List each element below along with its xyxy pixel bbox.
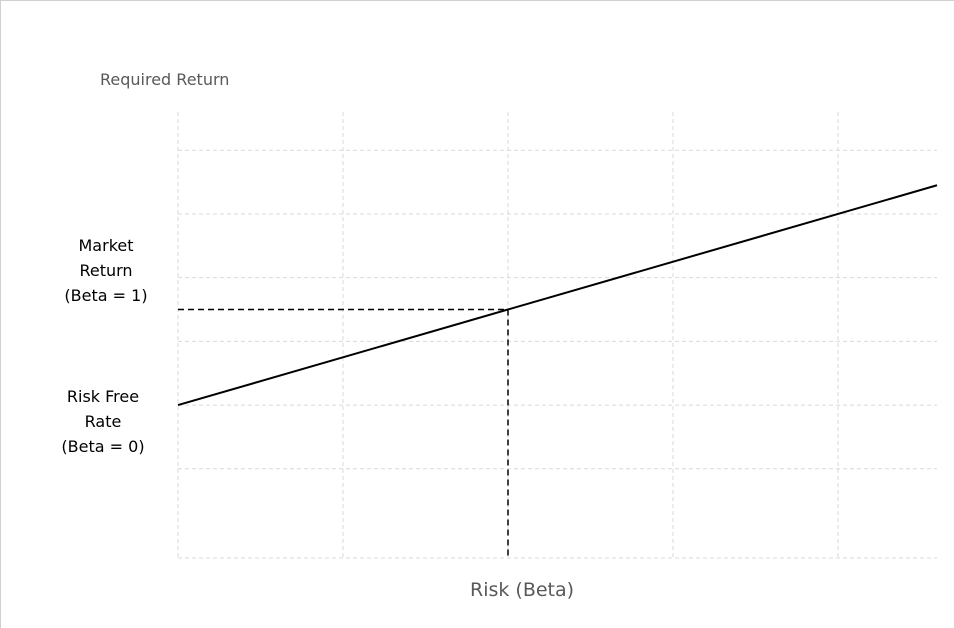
annotation-line: Return — [79, 261, 133, 280]
grid — [177, 112, 937, 559]
annotation-line: (Beta = 0) — [61, 437, 145, 456]
risk-free-rate-annotation: Risk Free Rate (Beta = 0) — [38, 384, 168, 459]
annotation-line: Market — [78, 236, 134, 255]
series — [177, 184, 938, 407]
y-axis-title: Required Return — [100, 70, 230, 89]
annotation-line: Rate — [84, 412, 122, 431]
annotation-line: Risk Free — [66, 387, 140, 406]
reference-lines — [178, 308, 509, 558]
market-return-annotation: Market Return (Beta = 1) — [41, 233, 171, 308]
x-axis-title: Risk (Beta) — [470, 579, 575, 601]
security-market-line — [177, 184, 938, 407]
annotation-line: (Beta = 1) — [64, 286, 148, 305]
